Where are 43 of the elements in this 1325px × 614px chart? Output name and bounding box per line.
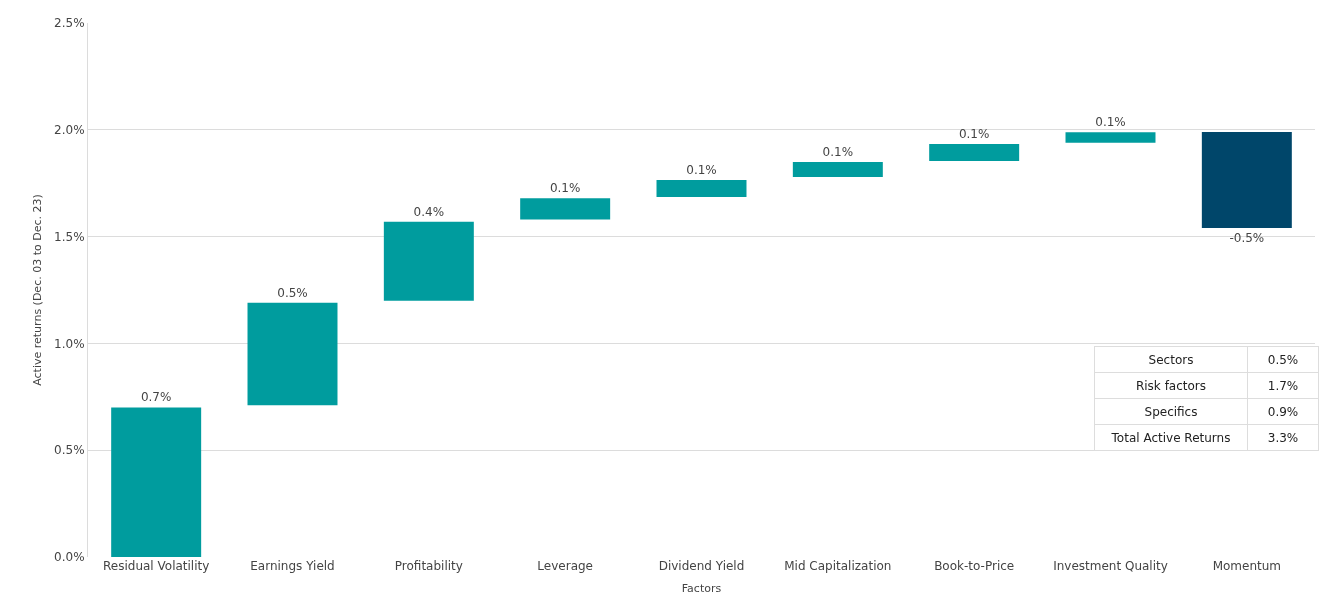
bar [1201, 131, 1292, 229]
data-label: 0.1% [549, 181, 581, 196]
bar [1065, 132, 1156, 143]
x-tick-label: Investment Quality [1053, 559, 1168, 573]
bar [111, 407, 202, 557]
annotation: Risk factors [1094, 372, 1248, 399]
bar [247, 302, 338, 406]
data-label: 0.7% [140, 390, 172, 405]
y-tick-label: 1.0% [54, 336, 85, 351]
x-tick-label: Residual Volatility [103, 559, 210, 573]
y-tick-label: 1.5% [54, 229, 85, 244]
data-label: 0.1% [686, 163, 717, 177]
data-label: 0.1% [822, 145, 854, 160]
data-label: 0.1% [1095, 115, 1126, 130]
bar [383, 221, 474, 301]
data-label: 0.1% [958, 126, 990, 141]
annotation: Sectors [1094, 346, 1248, 373]
data-label: 0.4% [413, 204, 445, 219]
x-axis-title: Factors [681, 582, 722, 596]
annotation: Total Active Returns [1094, 424, 1248, 451]
annotation: 0.5% [1247, 346, 1319, 373]
bar [656, 180, 747, 198]
y-axis-title: Active returns (Dec. 03 to Dec. 23) [30, 194, 44, 386]
y-tick-label: 2.5% [54, 16, 85, 31]
annotation: 0.9% [1247, 398, 1319, 425]
x-tick-label: Leverage [537, 559, 593, 573]
y-tick-label: 0.5% [54, 443, 85, 458]
annotation: 1.7% [1247, 372, 1319, 399]
bar [792, 162, 883, 178]
data-label: -0.5% [1229, 231, 1265, 246]
bar [520, 198, 611, 220]
y-tick-label: 2.0% [54, 123, 85, 137]
x-tick-label: Earnings Yield [250, 559, 335, 573]
data-label: 0.5% [277, 285, 308, 300]
x-tick-label: Book-to-Price [934, 559, 1015, 573]
x-tick-label: Profitability [394, 559, 463, 573]
annotation: 3.3% [1247, 424, 1319, 451]
annotation: Specifics [1094, 398, 1248, 425]
bar [929, 143, 1020, 161]
y-tick-label: 0.0% [54, 550, 85, 565]
x-tick-label: Momentum [1212, 559, 1282, 573]
x-tick-label: Mid Capitalization [784, 559, 892, 573]
x-tick-label: Dividend Yield [658, 559, 745, 573]
